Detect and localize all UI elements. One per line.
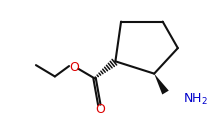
Polygon shape [154, 74, 169, 94]
Text: O: O [95, 103, 105, 116]
Text: NH$_2$: NH$_2$ [182, 92, 207, 107]
Text: O: O [69, 60, 79, 74]
